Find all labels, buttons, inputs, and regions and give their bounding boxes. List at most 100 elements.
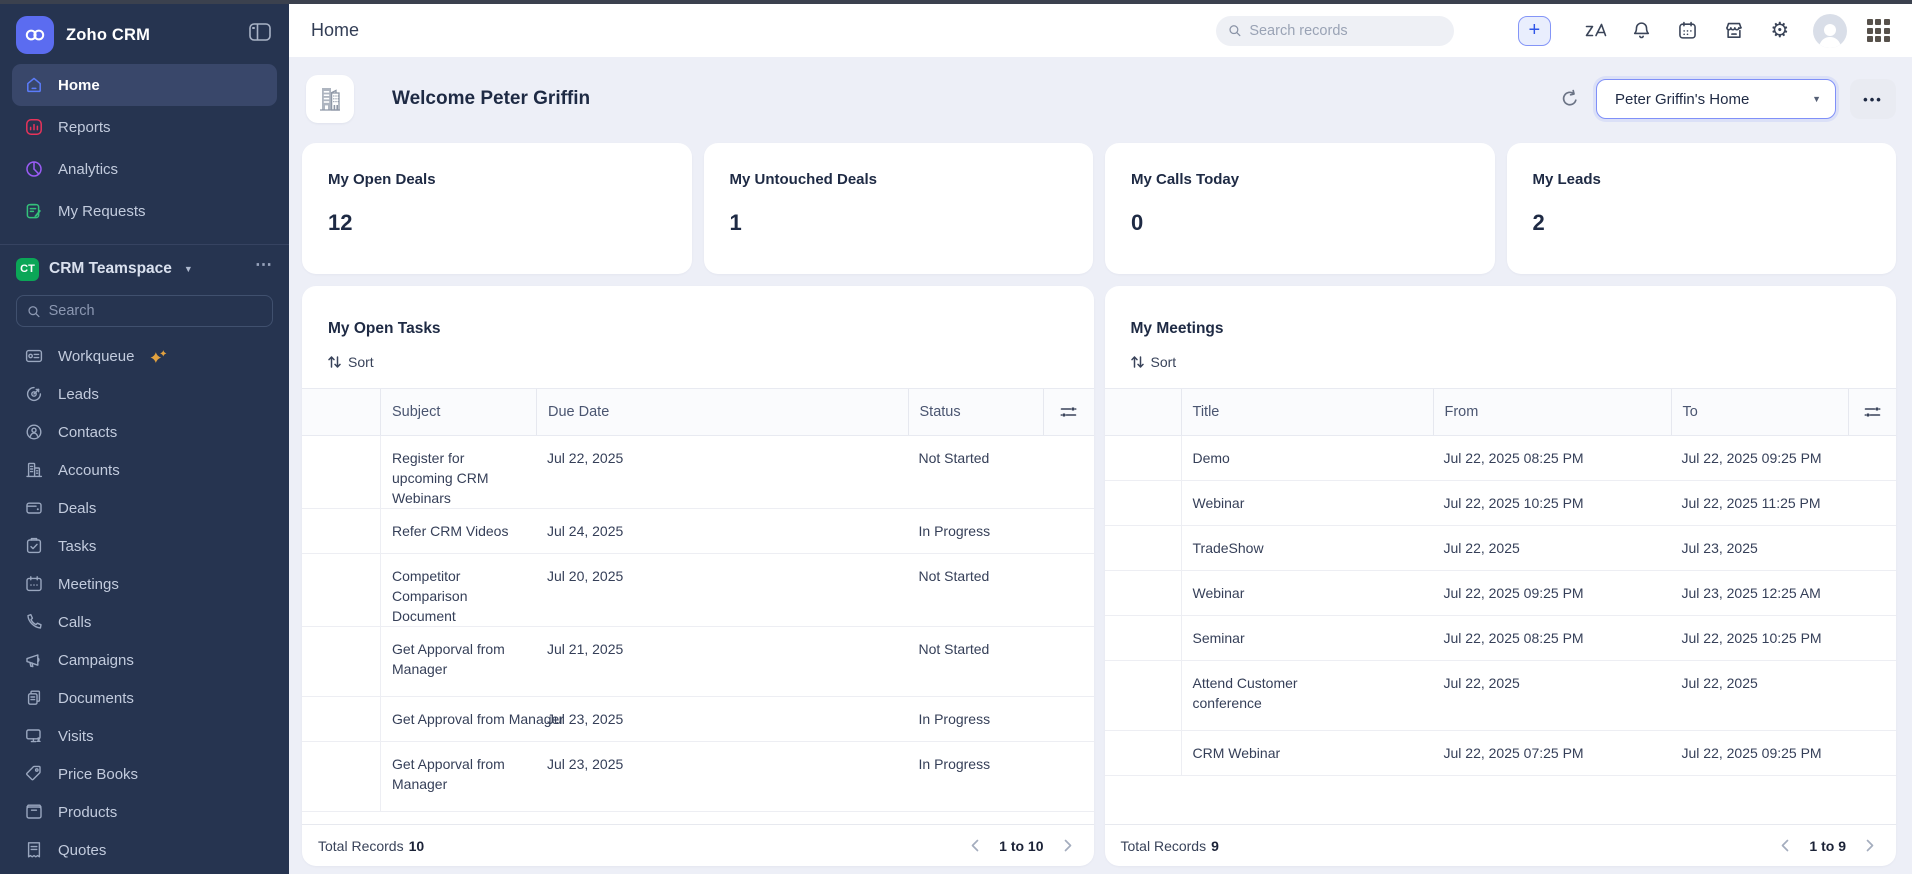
sort-arrows-icon [328, 356, 341, 368]
kpi-card-calls-today[interactable]: My Calls Today 0 [1105, 143, 1495, 274]
marketplace-icon[interactable] [1722, 19, 1746, 43]
table-row[interactable]: Seminar Jul 22, 2025 08:25 PM Jul 22, 202… [1104, 616, 1896, 661]
workqueue-icon [24, 346, 44, 366]
teamspace-caret-icon[interactable]: ▼ [183, 264, 193, 274]
table-row[interactable]: Attend Customer conference Jul 22, 2025 J… [1104, 661, 1896, 731]
quotes-icon [24, 840, 44, 860]
sidebar-item-deals[interactable]: Deals [12, 489, 277, 527]
next-page-icon[interactable] [1064, 839, 1072, 852]
home-icon [24, 75, 44, 95]
window-top-strip [0, 0, 1912, 4]
header-to[interactable]: To [1670, 389, 1849, 435]
home-dashboard-select[interactable]: Peter Griffin's Home ▼ [1596, 79, 1836, 119]
calendar-icon[interactable] [1676, 19, 1700, 43]
topbar-actions: + ⚙ [1215, 13, 1896, 48]
sidebar-item-accounts[interactable]: Accounts [12, 451, 277, 489]
sidebar-item-label: Deals [58, 499, 97, 517]
table-row[interactable]: Get Apporval from Manager Jul 21, 2025 No… [302, 627, 1094, 697]
header-from[interactable]: From [1432, 389, 1671, 435]
topbar: Home + [289, 4, 1912, 57]
table-row[interactable]: Demo Jul 22, 2025 08:25 PM Jul 22, 2025 0… [1104, 436, 1896, 481]
sidebar-item-label: Quotes [58, 841, 107, 859]
tasks-footer: Total Records 10 1 to 10 [302, 824, 1094, 866]
tasks-table: Subject Due Date Status Register for upc… [302, 388, 1094, 812]
table-row[interactable]: Refer CRM Videos Jul 24, 2025 In Progress [302, 509, 1094, 554]
search-icon [1229, 25, 1241, 37]
sidebar-item-documents[interactable]: Documents [12, 679, 277, 717]
sidebar-item-label: Calls [58, 613, 92, 631]
table-row[interactable]: Webinar Jul 22, 2025 09:25 PM Jul 23, 202… [1104, 571, 1896, 616]
sidebar-item-quotes[interactable]: Quotes [12, 831, 277, 869]
global-search-input[interactable] [1249, 22, 1442, 39]
products-icon [24, 802, 44, 822]
kpi-card-open-deals[interactable]: My Open Deals 12 [302, 143, 692, 274]
sidebar-item-home[interactable]: Home [12, 64, 277, 106]
kpi-label: My Untouched Deals [729, 171, 878, 188]
sidebar-item-analytics[interactable]: Analytics [12, 148, 277, 190]
sidebar-item-calls[interactable]: Calls [12, 603, 277, 641]
table-row[interactable]: Webinar Jul 22, 2025 10:25 PM Jul 22, 202… [1104, 481, 1896, 526]
quick-create-button[interactable]: + [1517, 15, 1551, 46]
widgets-row: My Open Tasks Sort Subject Due Date Stat… [302, 286, 1896, 866]
table-row[interactable]: CRM Webinar Jul 22, 2025 07:25 PM Jul 22,… [1104, 731, 1896, 776]
sidebar-collapse-icon[interactable] [247, 20, 273, 44]
prev-page-icon[interactable] [971, 839, 979, 852]
widget-title: My Open Tasks [328, 320, 441, 337]
global-search[interactable] [1215, 15, 1454, 46]
column-settings-icon[interactable] [1042, 389, 1094, 435]
table-row[interactable]: TradeShow Jul 22, 2025 Jul 23, 2025 [1104, 526, 1896, 571]
user-avatar[interactable] [1812, 13, 1847, 48]
header-title[interactable]: Title [1180, 389, 1433, 435]
kpi-value: 0 [1131, 210, 1144, 235]
sidebar-item-products[interactable]: Products [12, 793, 277, 831]
sidebar-item-contacts[interactable]: Contacts [12, 413, 277, 451]
sidebar-item-my-requests[interactable]: My Requests [12, 190, 277, 232]
chevron-down-icon: ▼ [1812, 94, 1821, 104]
sidebar-item-label: Analytics [58, 160, 119, 178]
sidebar-item-meetings[interactable]: Meetings [12, 565, 277, 603]
teamspace-row[interactable]: CT CRM Teamspace ▼ ⋯ [0, 245, 289, 291]
sidebar-item-reports[interactable]: Reports [12, 106, 277, 148]
sidebar-item-price-books[interactable]: Price Books [12, 755, 277, 793]
zia-icon[interactable] [1584, 19, 1608, 43]
prev-page-icon[interactable] [1781, 839, 1789, 852]
next-page-icon[interactable] [1866, 839, 1874, 852]
kpi-row: My Open Deals 12 My Untouched Deals 1 My… [302, 143, 1896, 274]
zoho-infinity-icon [25, 29, 45, 41]
sidebar-divider [0, 244, 289, 245]
notifications-bell-icon[interactable] [1630, 19, 1654, 43]
sort-button[interactable]: Sort [328, 354, 398, 370]
sidebar-item-label: Contacts [58, 423, 118, 441]
header-status[interactable]: Status [907, 389, 1043, 435]
sidebar-item-workqueue[interactable]: Workqueue [12, 337, 277, 375]
total-records-label: Total Records [318, 837, 404, 854]
sidebar-item-leads[interactable]: Leads [12, 375, 277, 413]
sidebar-item-campaigns[interactable]: Campaigns [12, 641, 277, 679]
sidebar-search[interactable] [16, 295, 273, 327]
sparkles-icon [150, 349, 167, 364]
table-row[interactable]: Get Apporval from Manager Jul 23, 2025 In… [302, 742, 1094, 812]
sidebar-item-label: Accounts [58, 461, 120, 479]
table-row[interactable]: Get Approval from Manager Jul 23, 2025 In… [302, 697, 1094, 742]
teamspace-more-icon[interactable]: ⋯ [255, 255, 273, 274]
column-settings-icon[interactable] [1848, 389, 1896, 435]
sort-button[interactable]: Sort [1130, 354, 1201, 370]
requests-icon [24, 201, 44, 221]
kpi-card-my-leads[interactable]: My Leads 2 [1506, 143, 1896, 274]
app-launcher-icon[interactable] [1866, 18, 1890, 43]
kpi-card-untouched-deals[interactable]: My Untouched Deals 1 [703, 143, 1093, 274]
sidebar-search-input[interactable] [48, 303, 262, 319]
table-row[interactable]: Register for upcoming CRM Webinars Jul 2… [302, 436, 1094, 509]
sidebar-item-label: Reports [58, 118, 111, 136]
my-open-tasks-widget: My Open Tasks Sort Subject Due Date Stat… [302, 286, 1094, 866]
sidebar-item-tasks[interactable]: Tasks [12, 527, 277, 565]
header-subject[interactable]: Subject [380, 389, 536, 435]
header-empty [302, 389, 380, 435]
table-row[interactable]: Competitor Comparison Document Jul 20, 2… [302, 554, 1094, 627]
header-due-date[interactable]: Due Date [536, 389, 908, 435]
more-options-button[interactable]: ••• [1850, 79, 1896, 119]
refresh-icon[interactable] [1558, 87, 1582, 111]
settings-gear-icon[interactable]: ⚙ [1770, 19, 1790, 42]
sidebar-item-visits[interactable]: Visits [12, 717, 277, 755]
search-icon [28, 305, 40, 317]
